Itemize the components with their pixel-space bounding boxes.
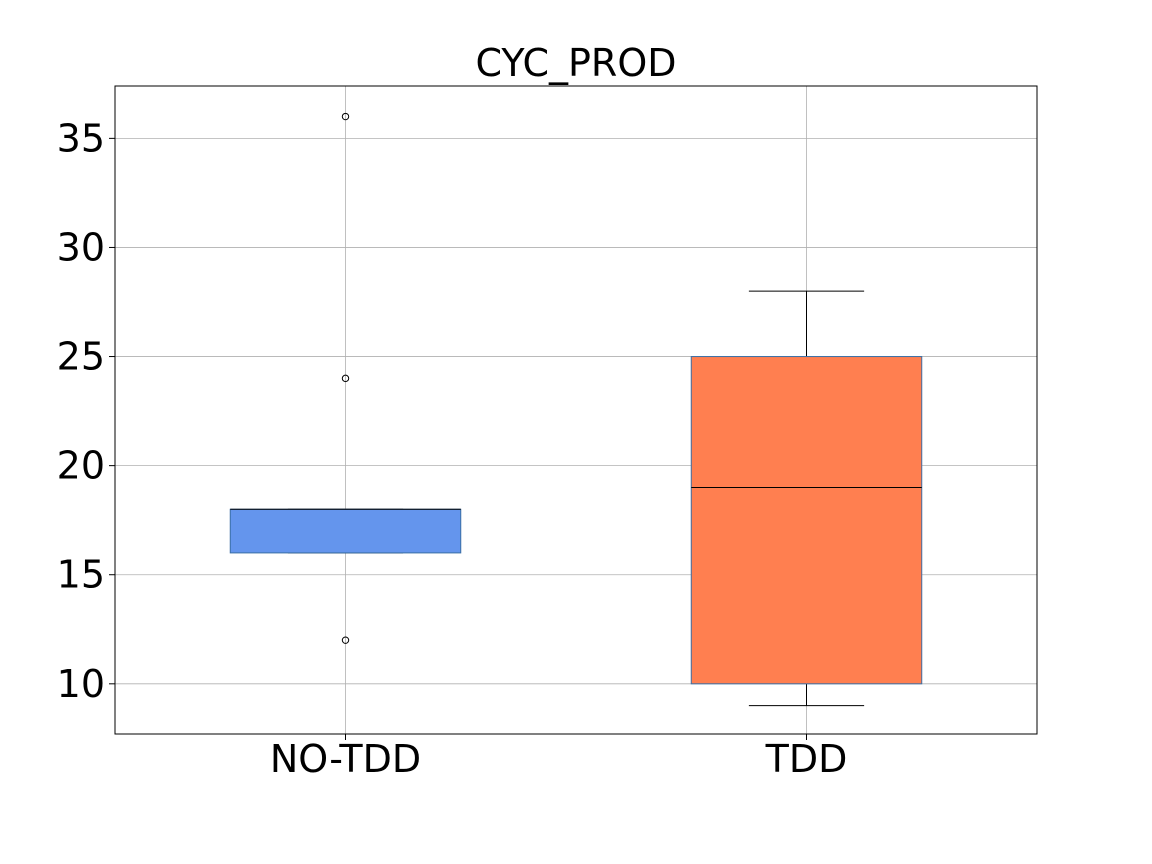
x-tick-label: TDD	[765, 737, 848, 781]
box-tdd	[690, 356, 923, 685]
outlier-point	[341, 112, 350, 121]
y-tick-label: 15	[57, 553, 105, 597]
outlier-point	[341, 636, 350, 644]
x-tick-label: NO-TDD	[270, 737, 421, 781]
tick-layer: 10 15 20 25 30 35 NO-TDD TDD	[57, 116, 848, 781]
y-tick-label: 25	[57, 335, 105, 379]
grid-layer	[115, 86, 1037, 734]
axes-frame	[114, 85, 1038, 735]
box-no-tdd	[229, 508, 462, 554]
outlier-point	[341, 374, 350, 383]
y-tick-label: 10	[57, 662, 105, 706]
y-tick-label: 20	[57, 444, 105, 488]
y-tick-label: 30	[57, 225, 105, 269]
chart-title: CYC_PROD	[475, 41, 676, 85]
box-layer	[229, 112, 923, 707]
y-tick-label: 35	[57, 116, 105, 160]
